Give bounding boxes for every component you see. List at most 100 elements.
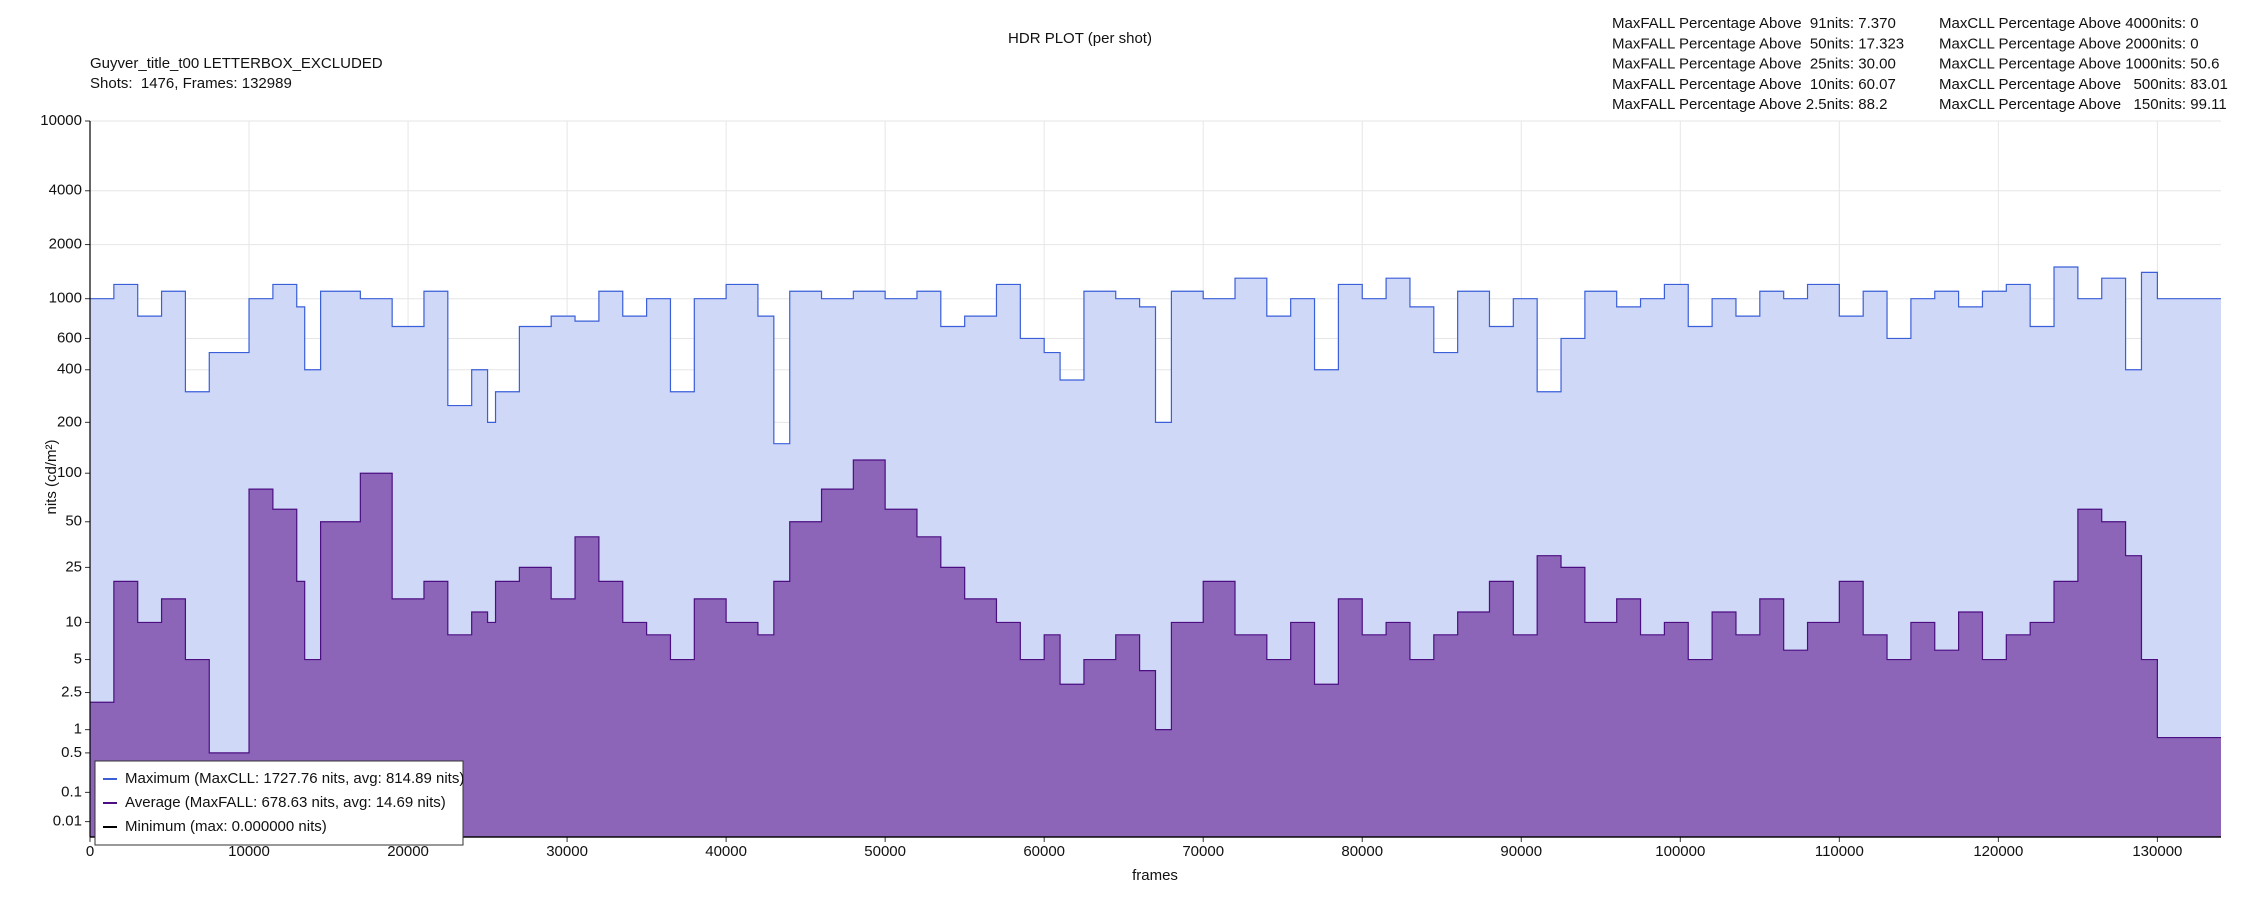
y-tick-label: 50	[65, 513, 82, 530]
stat-line: MaxCLL Percentage Above 500nits: 83.01	[1939, 76, 2228, 93]
x-tick-label: 80000	[1341, 843, 1383, 860]
shot-bar	[1664, 622, 1689, 837]
shot-bar	[773, 581, 790, 837]
shot-bar	[1982, 659, 2007, 837]
shot-bar	[1735, 634, 1760, 837]
stat-line: MaxFALL Percentage Above 10nits: 60.07	[1612, 76, 1896, 93]
x-tick-label: 60000	[1023, 843, 1065, 860]
y-tick-label: 100	[57, 464, 82, 481]
shot-bar	[249, 489, 273, 837]
shot-bar	[853, 460, 886, 837]
shot-bar	[1290, 622, 1315, 837]
shot-bar	[1155, 729, 1172, 837]
shot-bar	[1640, 634, 1665, 837]
shot-bar	[1338, 598, 1363, 837]
y-tick-label: 2.5	[61, 683, 82, 700]
shot-bar	[487, 622, 496, 837]
shot-bar	[1489, 581, 1514, 837]
shot-bar	[1433, 634, 1458, 837]
shot-bar	[2054, 581, 2078, 837]
y-tick-label: 1	[74, 721, 82, 738]
shot-bar	[1958, 611, 1983, 837]
shot-bar	[1139, 670, 1156, 837]
shot-bar	[1457, 611, 1490, 837]
shot-bar	[1863, 634, 1888, 837]
shot-bar	[1759, 598, 1784, 837]
y-tick-label: 5	[74, 651, 82, 668]
shot-bar	[1083, 659, 1116, 837]
shot-bar	[757, 634, 774, 837]
shot-bar	[1910, 622, 1935, 837]
shot-bar	[1561, 567, 1585, 837]
shot-bar	[272, 509, 297, 837]
shot-bar	[916, 536, 941, 837]
legend: Maximum (MaxCLL: 1727.76 nits, avg: 814.…	[94, 760, 464, 846]
shot-bar	[495, 581, 520, 837]
x-tick-label: 20000	[387, 843, 429, 860]
shot-bar	[2157, 737, 2221, 837]
shot-bar	[694, 598, 727, 837]
shot-bar	[1537, 555, 1562, 837]
shot-bar	[646, 634, 671, 837]
shot-bar	[1235, 634, 1267, 837]
y-tick-label: 0.01	[53, 813, 82, 830]
shot-bar	[821, 489, 854, 837]
stat-line: MaxCLL Percentage Above 150nits: 99.11	[1939, 96, 2227, 113]
shot-bar	[670, 659, 695, 837]
shot-bar	[2141, 659, 2158, 837]
shot-bar	[2006, 634, 2031, 837]
y-tick-label: 10000	[40, 112, 82, 129]
shot-bar	[1314, 684, 1339, 837]
shot-bar	[1513, 634, 1538, 837]
x-tick-label: 90000	[1500, 843, 1542, 860]
x-tick-label: 130000	[2132, 843, 2182, 860]
shot-bar	[622, 622, 647, 837]
x-tick-label: 120000	[1973, 843, 2023, 860]
shot-bar	[1171, 622, 1204, 837]
shot-bar	[1266, 659, 1291, 837]
stat-line: MaxFALL Percentage Above 25nits: 30.00	[1612, 56, 1896, 73]
y-tick-label: 2000	[49, 236, 82, 253]
series	[90, 459, 2221, 837]
x-tick-label: 70000	[1182, 843, 1224, 860]
stat-line: MaxCLL Percentage Above 2000nits: 0	[1939, 35, 2199, 52]
shot-bar	[575, 536, 599, 837]
shot-bar	[1584, 622, 1617, 837]
shot-bar	[1386, 622, 1410, 837]
shot-bar	[1887, 659, 1911, 837]
shot-bar	[1783, 650, 1808, 837]
shot-bar	[471, 611, 488, 837]
shot-bar	[1807, 622, 1840, 837]
subtitle: Guyver_title_t00 LETTERBOX_EXCLUDED	[90, 55, 383, 72]
x-tick-label: 30000	[546, 843, 588, 860]
shot-bar	[296, 581, 305, 837]
shot-bar	[1712, 611, 1736, 837]
shot-bar	[2101, 521, 2126, 837]
shot-bar	[1060, 684, 1084, 837]
legend-label: Average (MaxFALL: 678.63 nits, avg: 14.6…	[125, 794, 446, 811]
y-tick-label: 200	[57, 413, 82, 430]
shot-bar	[519, 567, 552, 837]
series-line	[90, 459, 2221, 754]
shot-bar	[940, 567, 965, 837]
y-tick-label: 0.5	[61, 744, 82, 761]
stat-line: MaxFALL Percentage Above 50nits: 17.323	[1612, 35, 1904, 52]
y-tick-label: 4000	[49, 182, 82, 199]
shot-bar	[598, 581, 623, 837]
y-tick-label: 25	[65, 558, 82, 575]
stat-line: MaxCLL Percentage Above 1000nits: 50.6	[1939, 56, 2219, 73]
x-tick-label: 100000	[1655, 843, 1705, 860]
series-line	[90, 266, 2221, 445]
legend-box	[94, 760, 464, 846]
shot-bar	[1409, 659, 1434, 837]
chart-title: HDR PLOT (per shot)	[1008, 30, 1152, 47]
x-tick-label: 0	[86, 843, 94, 860]
shot-bar	[1362, 634, 1387, 837]
shot-bar	[789, 521, 822, 837]
subtitle: Shots: 1476, Frames: 132989	[90, 75, 292, 92]
shot-bar	[2030, 622, 2055, 837]
shot-bar	[1688, 659, 1713, 837]
y-tick-label: 400	[57, 361, 82, 378]
shot-bar	[1044, 634, 1061, 837]
legend-label: Maximum (MaxCLL: 1727.76 nits, avg: 814.…	[125, 770, 464, 787]
